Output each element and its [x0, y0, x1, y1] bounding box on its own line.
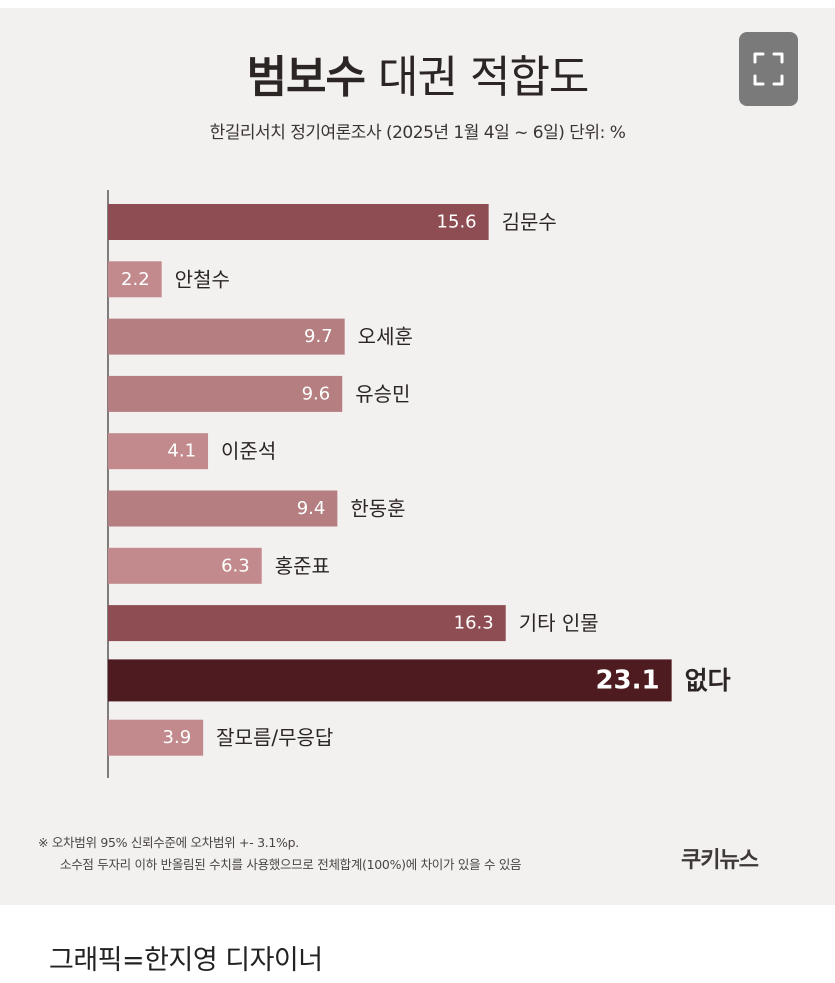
bar-3 [108, 318, 345, 355]
bar-chart: 15.6 김문수 2.2 안철수 9.7 오세훈 9.6 유승민 4.1 이준석 9.4 한동훈 6.3… [107, 190, 731, 778]
bar-6 [108, 490, 338, 527]
bar-category-label: 없다 [685, 666, 731, 695]
bar-value-label: 9.6 [302, 383, 331, 404]
bar-category-label: 김문수 [502, 210, 557, 234]
bar-value-label: 6.3 [221, 555, 250, 576]
footnote-line1: ※ 오차범위 95% 신뢰수준에 오차범위 +- 3.1%p. [38, 835, 299, 850]
chart-card: 범보수 대권 적합도 한길리서치 정기여론조사 (2025년 1월 4일 ~ 6… [0, 0, 835, 905]
bar-category-label: 오세훈 [358, 325, 413, 349]
bar-value-label: 2.2 [121, 269, 150, 290]
bar-5 [108, 433, 209, 470]
bar-category-label: 안철수 [175, 267, 230, 291]
brand-logo: 쿠키뉴스 [681, 848, 759, 873]
bar-value-label: 16.3 [454, 613, 494, 634]
chart-subtitle: 한길리서치 정기여론조사 (2025년 1월 4일 ~ 6일) 단위: % [209, 123, 626, 143]
bar-category-label: 잘모름/무응답 [216, 726, 333, 750]
footnote-line2: 소수점 두자리 이하 반올림된 수치를 사용했으므로 전체합계(100%)에 차… [60, 857, 522, 872]
bar-category-label: 기타 인물 [519, 611, 599, 635]
top-strip [0, 0, 835, 8]
bar-10 [108, 719, 204, 756]
bar-9 [108, 659, 672, 702]
image-caption: 그래픽=한지영 디자이너 [49, 945, 323, 976]
bar-2 [108, 261, 162, 298]
bar-category-label: 한동훈 [350, 497, 405, 521]
bar-7 [108, 547, 262, 584]
title-bold: 범보수 [246, 52, 366, 103]
bar-value-label: 3.9 [163, 727, 192, 748]
chart-title: 범보수 대권 적합도 [0, 48, 835, 108]
expand-icon [753, 52, 784, 86]
bar-value-label: 4.1 [167, 441, 196, 462]
bar-1 [108, 204, 489, 240]
bar-8 [108, 605, 506, 642]
expand-button[interactable] [739, 32, 798, 106]
bar-4 [108, 375, 343, 412]
bar-category-label: 이준석 [221, 439, 276, 463]
bar-value-label: 9.4 [297, 498, 326, 519]
bar-category-label: 유승민 [355, 382, 410, 406]
bar-value-label: 23.1 [595, 665, 659, 695]
title-rest: 대권 적합도 [378, 52, 589, 103]
bar-category-label: 홍준표 [275, 554, 330, 578]
bar-value-label: 9.7 [304, 326, 333, 347]
footnote: ※ 오차범위 95% 신뢰수준에 오차범위 +- 3.1%p. 소수점 두자리 … [38, 832, 678, 876]
bar-value-label: 15.6 [437, 212, 477, 233]
